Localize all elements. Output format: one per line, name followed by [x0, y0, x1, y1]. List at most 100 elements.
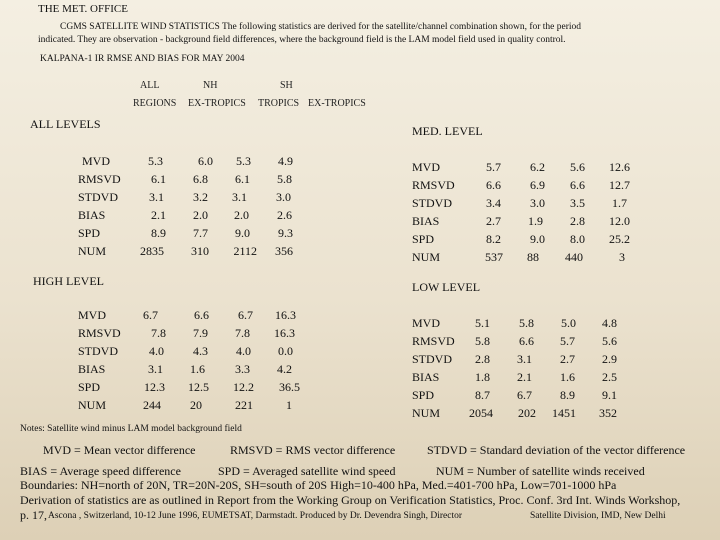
table-cell: 2.7 — [560, 352, 575, 366]
table-cell: 8.9 — [560, 388, 575, 402]
table-cell: 3.1 — [517, 352, 532, 366]
stat-label: NUM — [78, 398, 107, 412]
table-cell: 2.1 — [517, 370, 532, 384]
col-header-sh: SH — [280, 80, 293, 91]
table-cell: 1.9 — [528, 214, 543, 228]
table-cell: 3.5 — [570, 196, 585, 210]
stat-label: RMSVD — [78, 172, 121, 186]
table-cell: 8.9 — [151, 226, 166, 240]
table-cell: 12.5 — [188, 380, 209, 394]
stat-label: BIAS — [412, 370, 440, 384]
table-cell: 3 — [619, 250, 625, 264]
table-cell: 3.2 — [193, 190, 208, 204]
table-cell: 3.3 — [235, 362, 250, 376]
report-subtitle: KALPANA-1 IR RMSE AND BIAS FOR MAY 2004 — [40, 54, 245, 64]
table-cell: 4.0 — [149, 344, 164, 358]
note-reference-page: p. 17, — [20, 508, 47, 522]
table-cell: 4.8 — [602, 316, 617, 330]
stat-label: MVD — [412, 160, 441, 174]
table-cell: 6.7 — [143, 308, 158, 322]
table-cell: 12.6 — [609, 160, 630, 174]
table-cell: 6.7 — [238, 308, 253, 322]
table-cell: 36.5 — [279, 380, 300, 394]
table-cell: 310 — [191, 244, 209, 258]
table-cell: 5.7 — [486, 160, 501, 174]
note-stdvd: STDVD = Standard deviation of the vector… — [427, 443, 686, 457]
table-cell: 3.0 — [276, 190, 291, 204]
table-cell: 6.0 — [198, 154, 213, 168]
table-cell: 2.0 — [193, 208, 208, 222]
table-cell: 2.5 — [602, 370, 617, 384]
table-cell: 7.8 — [235, 326, 250, 340]
table-cell: 6.8 — [193, 172, 208, 186]
table-cell: 2.6 — [277, 208, 292, 222]
table-cell: 7.7 — [193, 226, 208, 240]
note-mvd: MVD = Mean vector difference — [43, 443, 196, 457]
table-cell: 3.4 — [486, 196, 501, 210]
table-cell: 6.6 — [519, 334, 534, 348]
section-title-med-level: MED. LEVEL — [412, 124, 483, 138]
table-cell: 5.6 — [602, 334, 617, 348]
table-cell: 1.6 — [560, 370, 575, 384]
note-rmsvd: RMSVD = RMS vector difference — [230, 443, 396, 457]
table-cell: 2.0 — [234, 208, 249, 222]
stat-label: STDVD — [78, 190, 119, 204]
table-cell: 88 — [527, 250, 539, 264]
stat-label: SPD — [412, 388, 435, 402]
table-cell: 1 — [286, 398, 292, 412]
note-bias: BIAS = Average speed difference — [20, 464, 181, 478]
stat-label: MVD — [78, 308, 107, 322]
table-cell: 4.2 — [277, 362, 292, 376]
note-derivation: Derivation of statistics are as outlined… — [20, 493, 681, 507]
table-cell: 2.7 — [486, 214, 501, 228]
note-num: NUM = Number of satellite winds received — [436, 464, 645, 478]
table-cell: 352 — [599, 406, 617, 420]
table-cell: 2.9 — [602, 352, 617, 366]
table-cell: 12.3 — [144, 380, 165, 394]
note-boundaries: Boundaries: NH=north of 20N, TR=20N-20S,… — [20, 478, 617, 492]
table-cell: 16.3 — [274, 326, 295, 340]
table-cell: 5.8 — [475, 334, 490, 348]
stat-label: BIAS — [412, 214, 440, 228]
table-cell: 6.6 — [486, 178, 501, 192]
table-cell: 3.1 — [149, 190, 164, 204]
stat-label: BIAS — [78, 362, 106, 376]
table-cell: 7.8 — [151, 326, 166, 340]
table-cell: 3.1 — [232, 190, 247, 204]
note-spd: SPD = Averaged satellite wind speed — [218, 464, 396, 478]
table-cell: 5.8 — [277, 172, 292, 186]
stat-label: MVD — [412, 316, 441, 330]
note-reference: Ascona , Switzerland, 10-12 June 1996, E… — [48, 511, 463, 521]
stat-label: STDVD — [412, 352, 453, 366]
office-title: THE MET. OFFICE — [38, 3, 128, 15]
stat-label: NUM — [412, 250, 441, 264]
table-cell: 9.1 — [602, 388, 617, 402]
table-cell: 5.1 — [475, 316, 490, 330]
table-cell: 4.9 — [278, 154, 293, 168]
table-cell: 6.6 — [194, 308, 209, 322]
stat-label: STDVD — [412, 196, 453, 210]
col-header-nh: NH — [203, 80, 218, 91]
table-cell: 12.7 — [609, 178, 630, 192]
table-cell: 356 — [275, 244, 293, 258]
table-cell: 5.6 — [570, 160, 585, 174]
section-title-all-levels: ALL LEVELS — [30, 117, 101, 131]
table-cell: 2835 — [140, 244, 164, 258]
table-cell: 5.3 — [148, 154, 163, 168]
table-cell: 7.9 — [193, 326, 208, 340]
table-cell: 16.3 — [275, 308, 296, 322]
table-cell: 2.1 — [151, 208, 166, 222]
table-cell: 2.8 — [570, 214, 585, 228]
table-cell: 8.7 — [475, 388, 490, 402]
col-header-sh-ex-tropics: EX-TROPICS — [308, 98, 366, 109]
table-cell: 5.8 — [519, 316, 534, 330]
table-cell: 2.8 — [475, 352, 490, 366]
table-cell: 440 — [565, 250, 583, 264]
stat-label: RMSVD — [78, 326, 121, 340]
table-cell: 3.1 — [148, 362, 163, 376]
table-cell: 9.0 — [235, 226, 250, 240]
table-cell: 3.0 — [530, 196, 545, 210]
table-cell: 202 — [518, 406, 536, 420]
stat-label: RMSVD — [412, 178, 455, 192]
table-cell: 5.7 — [560, 334, 575, 348]
